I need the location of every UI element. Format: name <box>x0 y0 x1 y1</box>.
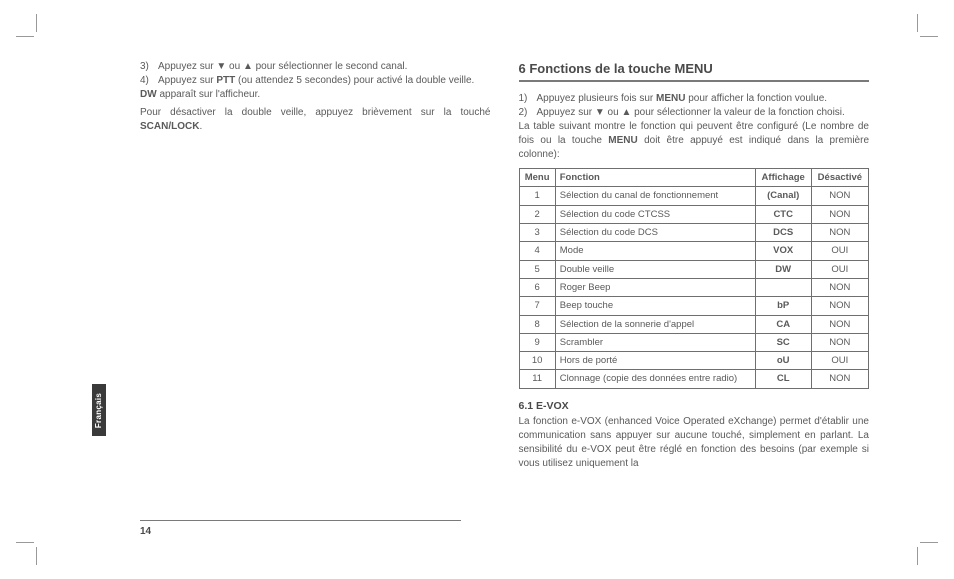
table-row: 9ScramblerSCNON <box>519 333 869 351</box>
table-cell: Clonnage (copie des données entre radio) <box>555 370 755 388</box>
list-item-text: Appuyez sur PTT (ou attendez 5 secondes)… <box>158 74 491 88</box>
language-tab: Français <box>92 384 106 436</box>
right-column: 6 Fonctions de la touche MENU 1)Appuyez … <box>519 60 870 534</box>
table-cell: NON <box>811 205 868 223</box>
list-item-number: 4) <box>140 74 158 88</box>
left-column: 3)Appuyez sur ▼ ou ▲ pour sélectionner l… <box>140 60 491 534</box>
table-row: 2Sélection du code CTCSSCTCNON <box>519 205 869 223</box>
table-cell: DW <box>755 260 811 278</box>
list-item-text: Appuyez sur ▼ ou ▲ pour sélectionner la … <box>537 106 870 120</box>
table-cell: Scrambler <box>555 333 755 351</box>
table-row: 3Sélection du code DCSDCSNON <box>519 224 869 242</box>
list-item-number: 1) <box>519 92 537 106</box>
table-cell: OUI <box>811 260 868 278</box>
table-cell: 9 <box>519 333 555 351</box>
list-item-number: 3) <box>140 60 158 74</box>
cropmark <box>36 547 37 565</box>
table-row: 11Clonnage (copie des données entre radi… <box>519 370 869 388</box>
table-cell: NON <box>811 315 868 333</box>
table-cell: CA <box>755 315 811 333</box>
table-row: 5Double veilleDWOUI <box>519 260 869 278</box>
table-cell: OUI <box>811 352 868 370</box>
table-cell: NON <box>811 370 868 388</box>
cropmark <box>16 36 34 37</box>
table-cell: Mode <box>555 242 755 260</box>
disable-line: Pour désactiver la double veille, appuye… <box>140 106 491 134</box>
table-row: 4ModeVOXOUI <box>519 242 869 260</box>
table-cell: (Canal) <box>755 187 811 205</box>
list-item: 3)Appuyez sur ▼ ou ▲ pour sélectionner l… <box>140 60 491 74</box>
table-cell: 6 <box>519 278 555 296</box>
table-header-cell: Menu <box>519 169 555 187</box>
table-cell: Hors de porté <box>555 352 755 370</box>
table-cell: 3 <box>519 224 555 242</box>
cropmark <box>36 14 37 32</box>
table-cell: 2 <box>519 205 555 223</box>
table-cell: CTC <box>755 205 811 223</box>
table-cell: DCS <box>755 224 811 242</box>
table-row: 7Beep touchebPNON <box>519 297 869 315</box>
table-cell: CL <box>755 370 811 388</box>
dw-display-line: DW apparaît sur l'afficheur. <box>140 88 491 102</box>
table-cell: Roger Beep <box>555 278 755 296</box>
table-row: 1Sélection du canal de fonctionnement(Ca… <box>519 187 869 205</box>
list-item-text: Appuyez plusieurs fois sur MENU pour aff… <box>537 92 870 106</box>
table-cell: 10 <box>519 352 555 370</box>
list-item-number: 2) <box>519 106 537 120</box>
table-cell: Sélection du canal de fonctionnement <box>555 187 755 205</box>
table-cell: NON <box>811 224 868 242</box>
table-intro: La table suivant montre le fonction qui … <box>519 120 870 162</box>
table-cell: Sélection du code DCS <box>555 224 755 242</box>
table-header-cell: Désactivé <box>811 169 868 187</box>
table-cell: Sélection du code CTCSS <box>555 205 755 223</box>
table-cell: NON <box>811 297 868 315</box>
table-body: 1Sélection du canal de fonctionnement(Ca… <box>519 187 869 388</box>
language-tab-label: Français <box>95 392 104 427</box>
cropmark <box>917 14 918 32</box>
table-cell: 4 <box>519 242 555 260</box>
list-item-text: Appuyez sur ▼ ou ▲ pour sélectionner le … <box>158 60 491 74</box>
list-item: 2)Appuyez sur ▼ ou ▲ pour sélectionner l… <box>519 106 870 120</box>
subsection-heading: 6.1 E-VOX <box>519 399 870 414</box>
footer-rule <box>140 520 461 521</box>
table-cell: SC <box>755 333 811 351</box>
table-cell: VOX <box>755 242 811 260</box>
cropmark <box>920 542 938 543</box>
table-cell: 1 <box>519 187 555 205</box>
page: Français 3)Appuyez sur ▼ ou ▲ pour sélec… <box>0 0 954 579</box>
list-item: 1)Appuyez plusieurs fois sur MENU pour a… <box>519 92 870 106</box>
table-cell: NON <box>811 333 868 351</box>
menu-table: MenuFonctionAffichageDésactivé 1Sélectio… <box>519 168 870 389</box>
page-number: 14 <box>140 526 151 537</box>
table-row: 10Hors de portéoUOUI <box>519 352 869 370</box>
table-cell: OUI <box>811 242 868 260</box>
table-cell: Beep touche <box>555 297 755 315</box>
content-area: 3)Appuyez sur ▼ ou ▲ pour sélectionner l… <box>140 60 869 534</box>
table-cell: 5 <box>519 260 555 278</box>
table-cell: 7 <box>519 297 555 315</box>
table-cell: NON <box>811 187 868 205</box>
cropmark <box>16 542 34 543</box>
subsection-text: La fonction e-VOX (enhanced Voice Operat… <box>519 415 870 471</box>
table-row: 6Roger Beep NON <box>519 278 869 296</box>
table-cell: Sélection de la sonnerie d'appel <box>555 315 755 333</box>
table-cell: 8 <box>519 315 555 333</box>
cropmark <box>917 547 918 565</box>
table-cell: bP <box>755 297 811 315</box>
section-heading: 6 Fonctions de la touche MENU <box>519 60 870 82</box>
table-cell: oU <box>755 352 811 370</box>
table-cell: NON <box>811 278 868 296</box>
table-header-cell: Affichage <box>755 169 811 187</box>
list-item: 4)Appuyez sur PTT (ou attendez 5 seconde… <box>140 74 491 88</box>
table-cell: Double veille <box>555 260 755 278</box>
table-header-cell: Fonction <box>555 169 755 187</box>
table-header-row: MenuFonctionAffichageDésactivé <box>519 169 869 187</box>
cropmark <box>920 36 938 37</box>
table-cell: 11 <box>519 370 555 388</box>
table-cell <box>755 278 811 296</box>
table-row: 8Sélection de la sonnerie d'appelCANON <box>519 315 869 333</box>
